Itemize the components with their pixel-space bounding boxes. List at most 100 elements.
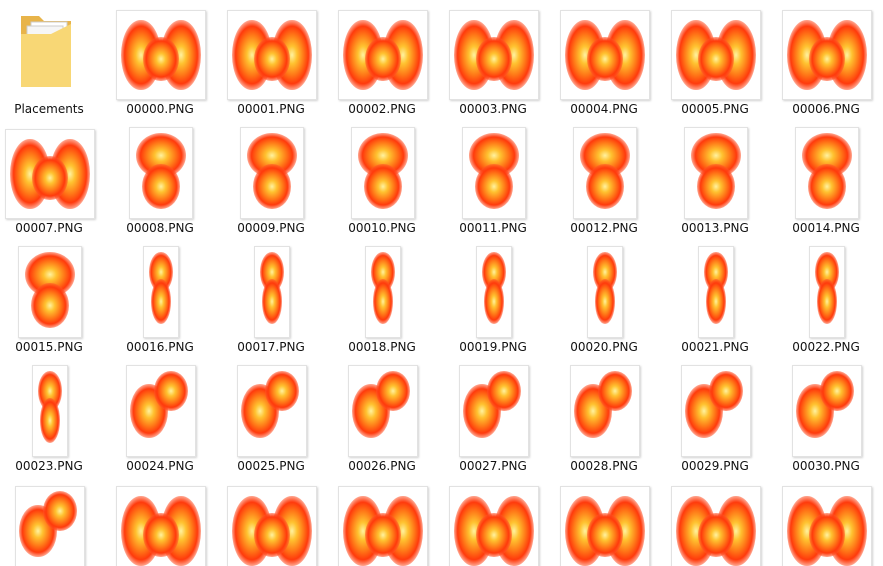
fire-art — [487, 370, 522, 411]
file-name[interactable]: 00026.PNG — [348, 459, 416, 473]
thumbnail[interactable] — [681, 365, 751, 457]
file-name[interactable]: 00000.PNG — [126, 102, 194, 116]
thumbnail[interactable] — [116, 10, 206, 100]
thumbnail[interactable] — [809, 246, 845, 338]
thumbnail[interactable] — [560, 10, 650, 100]
fire-art — [809, 513, 845, 558]
fire-art — [816, 278, 838, 324]
thumbnail[interactable] — [5, 129, 95, 219]
file-name[interactable]: 00005.PNG — [681, 102, 749, 116]
fire-art — [32, 156, 68, 201]
file-name[interactable]: 00004.PNG — [570, 102, 638, 116]
fire-art — [698, 37, 734, 82]
file-name[interactable]: 00011.PNG — [459, 221, 527, 235]
thumbnail[interactable] — [237, 365, 307, 457]
file-name[interactable]: 00027.PNG — [459, 459, 527, 473]
thumbnail[interactable] — [18, 246, 82, 338]
thumbnail[interactable] — [351, 127, 415, 219]
file-name[interactable]: 00022.PNG — [792, 340, 860, 354]
file-name[interactable]: 00012.PNG — [570, 221, 638, 235]
fire-art — [142, 164, 180, 209]
thumbnail[interactable] — [587, 246, 623, 338]
fire-art — [150, 278, 172, 324]
file-name[interactable]: 00019.PNG — [459, 340, 527, 354]
fire-art — [587, 513, 623, 558]
thumbnail[interactable] — [570, 365, 640, 457]
file-name[interactable]: 00021.PNG — [681, 340, 749, 354]
fire-art — [697, 164, 735, 209]
fire-art — [809, 37, 845, 82]
file-name[interactable]: 00030.PNG — [792, 459, 860, 473]
fire-art — [586, 164, 624, 209]
fire-art — [365, 37, 401, 82]
file-name[interactable]: 00016.PNG — [126, 340, 194, 354]
file-name[interactable]: 00013.PNG — [681, 221, 749, 235]
thumbnail[interactable] — [449, 486, 539, 566]
folder-icon[interactable] — [17, 12, 77, 92]
fire-art — [587, 37, 623, 82]
file-name[interactable]: 00003.PNG — [459, 102, 527, 116]
fire-art — [143, 37, 179, 82]
thumbnail[interactable] — [476, 246, 512, 338]
thumbnail[interactable] — [671, 486, 761, 566]
file-name[interactable]: Placements — [14, 102, 84, 116]
fire-art — [31, 283, 69, 328]
thumbnail[interactable] — [227, 10, 317, 100]
thumbnail[interactable] — [671, 10, 761, 100]
fire-art — [254, 513, 290, 558]
file-name[interactable]: 00020.PNG — [570, 340, 638, 354]
thumbnail[interactable] — [782, 486, 872, 566]
thumbnail[interactable] — [143, 246, 179, 338]
fire-art — [365, 513, 401, 558]
file-name[interactable]: 00007.PNG — [15, 221, 83, 235]
file-name[interactable]: 00028.PNG — [570, 459, 638, 473]
fire-art — [476, 513, 512, 558]
thumbnail[interactable] — [560, 486, 650, 566]
thumbnail[interactable] — [116, 486, 206, 566]
file-name[interactable]: 00001.PNG — [237, 102, 305, 116]
file-name[interactable]: 00023.PNG — [15, 459, 83, 473]
file-name[interactable]: 00010.PNG — [348, 221, 416, 235]
fire-art — [265, 370, 300, 411]
thumbnail[interactable] — [792, 365, 862, 457]
fire-art — [143, 513, 179, 558]
fire-art — [43, 491, 78, 531]
thumbnail[interactable] — [348, 365, 418, 457]
thumbnail[interactable] — [32, 365, 68, 457]
file-name[interactable]: 00008.PNG — [126, 221, 194, 235]
thumbnail[interactable] — [126, 365, 196, 457]
fire-art — [253, 164, 291, 209]
fire-art — [376, 370, 411, 411]
fire-art — [598, 370, 633, 411]
thumbnail[interactable] — [573, 127, 637, 219]
thumbnail[interactable] — [240, 127, 304, 219]
thumbnail[interactable] — [698, 246, 734, 338]
file-name[interactable]: 00017.PNG — [237, 340, 305, 354]
thumbnail[interactable] — [338, 486, 428, 566]
thumbnail[interactable] — [462, 127, 526, 219]
thumbnail[interactable] — [15, 486, 85, 566]
thumbnail[interactable] — [227, 486, 317, 566]
thumbnail[interactable] — [338, 10, 428, 100]
fire-art — [594, 278, 616, 324]
file-name[interactable]: 00024.PNG — [126, 459, 194, 473]
thumbnail[interactable] — [782, 10, 872, 100]
file-name[interactable]: 00006.PNG — [792, 102, 860, 116]
thumbnail[interactable] — [459, 365, 529, 457]
fire-art — [705, 278, 727, 324]
file-name[interactable]: 00015.PNG — [15, 340, 83, 354]
thumbnail[interactable] — [365, 246, 401, 338]
thumbnail[interactable] — [684, 127, 748, 219]
fire-art — [475, 164, 513, 209]
file-name[interactable]: 00029.PNG — [681, 459, 749, 473]
file-name[interactable]: 00014.PNG — [792, 221, 860, 235]
thumbnail[interactable] — [129, 127, 193, 219]
file-name[interactable]: 00009.PNG — [237, 221, 305, 235]
thumbnail[interactable] — [795, 127, 859, 219]
file-name[interactable]: 00018.PNG — [348, 340, 416, 354]
thumbnail[interactable] — [254, 246, 290, 338]
file-name[interactable]: 00002.PNG — [348, 102, 416, 116]
thumbnail[interactable] — [449, 10, 539, 100]
file-name[interactable]: 00025.PNG — [237, 459, 305, 473]
fire-art — [372, 278, 394, 324]
